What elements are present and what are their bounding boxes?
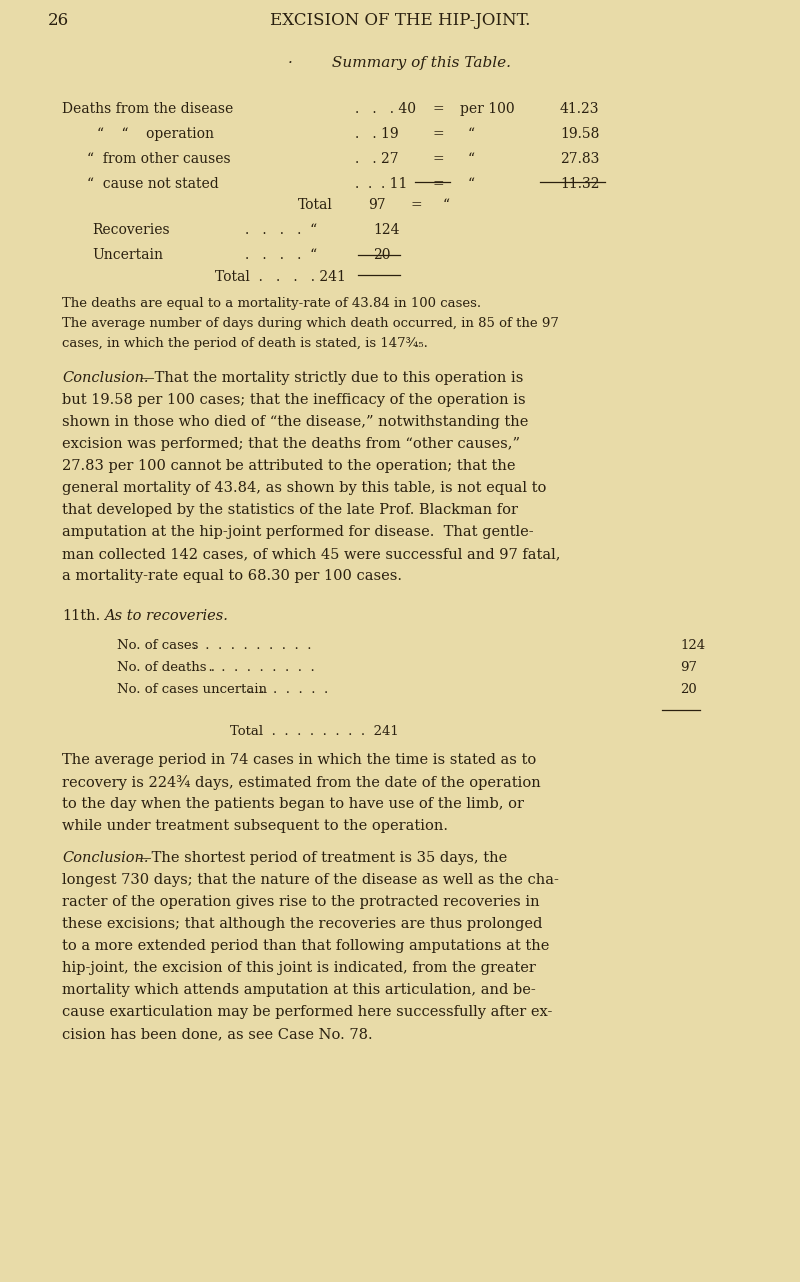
- Text: longest 730 days; that the nature of the disease as well as the cha-: longest 730 days; that the nature of the…: [62, 873, 559, 887]
- Text: =: =: [432, 103, 444, 115]
- Text: No. of cases uncertain: No. of cases uncertain: [117, 683, 267, 696]
- Text: Recoveries: Recoveries: [92, 223, 170, 237]
- Text: 124: 124: [373, 223, 399, 237]
- Text: .  .  .  .  .  .  .: . . . . . . .: [239, 683, 337, 696]
- Text: mortality which attends amputation at this articulation, and be-: mortality which attends amputation at th…: [62, 983, 536, 997]
- Text: but 19.58 per 100 cases; that the inefficacy of the operation is: but 19.58 per 100 cases; that the ineffi…: [62, 394, 526, 406]
- Text: 97: 97: [368, 197, 386, 212]
- Text: “: “: [468, 153, 475, 165]
- Text: “: “: [443, 197, 450, 212]
- Text: The average number of days during which death occurred, in 85 of the 97: The average number of days during which …: [62, 317, 559, 329]
- Text: =: =: [432, 153, 444, 165]
- Text: .  .  .  .  .  .  .  .  .  .: . . . . . . . . . .: [184, 638, 320, 653]
- Text: ·        Summary of this Table.: · Summary of this Table.: [289, 56, 511, 71]
- Text: EXCISION OF THE HIP-JOINT.: EXCISION OF THE HIP-JOINT.: [270, 12, 530, 29]
- Text: 20: 20: [373, 247, 390, 262]
- Text: —That the mortality strictly due to this operation is: —That the mortality strictly due to this…: [140, 370, 523, 385]
- Text: cause exarticulation may be performed here successfully after ex-: cause exarticulation may be performed he…: [62, 1005, 552, 1019]
- Text: 20: 20: [680, 683, 697, 696]
- Text: to a more extended period than that following amputations at the: to a more extended period than that foll…: [62, 938, 550, 953]
- Text: while under treatment subsequent to the operation.: while under treatment subsequent to the …: [62, 819, 448, 833]
- Text: shown in those who died of “the disease,” notwithstanding the: shown in those who died of “the disease,…: [62, 415, 528, 429]
- Text: 27.83 per 100 cannot be attributed to the operation; that the: 27.83 per 100 cannot be attributed to th…: [62, 459, 515, 473]
- Text: As to recoveries.: As to recoveries.: [104, 609, 228, 623]
- Text: general mortality of 43.84, as shown by this table, is not equal to: general mortality of 43.84, as shown by …: [62, 481, 546, 495]
- Text: Uncertain: Uncertain: [92, 247, 163, 262]
- Text: these excisions; that although the recoveries are thus prolonged: these excisions; that although the recov…: [62, 917, 542, 931]
- Text: 11.32: 11.32: [560, 177, 599, 191]
- Text: Deaths from the disease: Deaths from the disease: [62, 103, 234, 115]
- Text: excision was performed; that the deaths from “other causes,”: excision was performed; that the deaths …: [62, 437, 520, 451]
- Text: Conclusion.: Conclusion.: [62, 370, 149, 385]
- Text: 124: 124: [680, 638, 705, 653]
- Text: per 100: per 100: [460, 103, 514, 115]
- Text: to the day when the patients began to have use of the limb, or: to the day when the patients began to ha…: [62, 797, 524, 812]
- Text: a mortality-rate equal to 68.30 per 100 cases.: a mortality-rate equal to 68.30 per 100 …: [62, 569, 402, 583]
- Text: —The shortest period of treatment is 35 days, the: —The shortest period of treatment is 35 …: [137, 851, 507, 865]
- Text: cases, in which the period of death is stated, is 147¾₅.: cases, in which the period of death is s…: [62, 337, 428, 350]
- Text: 26: 26: [48, 12, 69, 29]
- Text: No. of deaths .: No. of deaths .: [117, 662, 215, 674]
- Text: cision has been done, as see Case No. 78.: cision has been done, as see Case No. 78…: [62, 1027, 373, 1041]
- Text: .   . 19: . . 19: [355, 127, 398, 141]
- Text: .   .   .   .  “: . . . . “: [245, 223, 317, 237]
- Text: No. of cases: No. of cases: [117, 638, 198, 653]
- Text: 19.58: 19.58: [560, 127, 599, 141]
- Text: that developed by the statistics of the late Prof. Blackman for: that developed by the statistics of the …: [62, 503, 518, 517]
- Text: =: =: [410, 197, 422, 212]
- Text: “: “: [468, 127, 475, 141]
- Text: amputation at the hip-joint performed for disease.  That gentle-: amputation at the hip-joint performed fo…: [62, 526, 534, 538]
- Text: hip-joint, the excision of this joint is indicated, from the greater: hip-joint, the excision of this joint is…: [62, 962, 536, 976]
- Text: “: “: [468, 177, 475, 191]
- Text: .  .  . 11: . . . 11: [355, 177, 407, 191]
- Text: The deaths are equal to a mortality-rate of 43.84 in 100 cases.: The deaths are equal to a mortality-rate…: [62, 297, 481, 310]
- Text: “  from other causes: “ from other causes: [87, 153, 230, 165]
- Text: “  cause not stated: “ cause not stated: [87, 177, 218, 191]
- Text: recovery is 224¾ days, estimated from the date of the operation: recovery is 224¾ days, estimated from th…: [62, 776, 541, 790]
- Text: Conclusion.: Conclusion.: [62, 851, 149, 865]
- Text: .   .   .   .  “: . . . . “: [245, 247, 317, 262]
- Text: 27.83: 27.83: [560, 153, 599, 165]
- Text: man collected 142 cases, of which 45 were successful and 97 fatal,: man collected 142 cases, of which 45 wer…: [62, 547, 561, 562]
- Text: 97: 97: [680, 662, 697, 674]
- Text: .  .  .  .  .  .  .  .  .: . . . . . . . . .: [200, 662, 323, 674]
- Text: The average period in 74 cases in which the time is stated as to: The average period in 74 cases in which …: [62, 753, 536, 767]
- Text: Total  .  .  .  .  .  .  .  .  241: Total . . . . . . . . 241: [230, 726, 398, 738]
- Text: 41.23: 41.23: [560, 103, 599, 115]
- Text: =: =: [432, 127, 444, 141]
- Text: 11th.: 11th.: [62, 609, 100, 623]
- Text: .   .   . 40: . . . 40: [355, 103, 416, 115]
- Text: =: =: [432, 177, 444, 191]
- Text: “    “    operation: “ “ operation: [97, 127, 214, 141]
- Text: .   . 27: . . 27: [355, 153, 398, 165]
- Text: Total: Total: [298, 197, 333, 212]
- Text: racter of the operation gives rise to the protracted recoveries in: racter of the operation gives rise to th…: [62, 895, 540, 909]
- Text: Total  .   .   .   . 241: Total . . . . 241: [215, 271, 346, 285]
